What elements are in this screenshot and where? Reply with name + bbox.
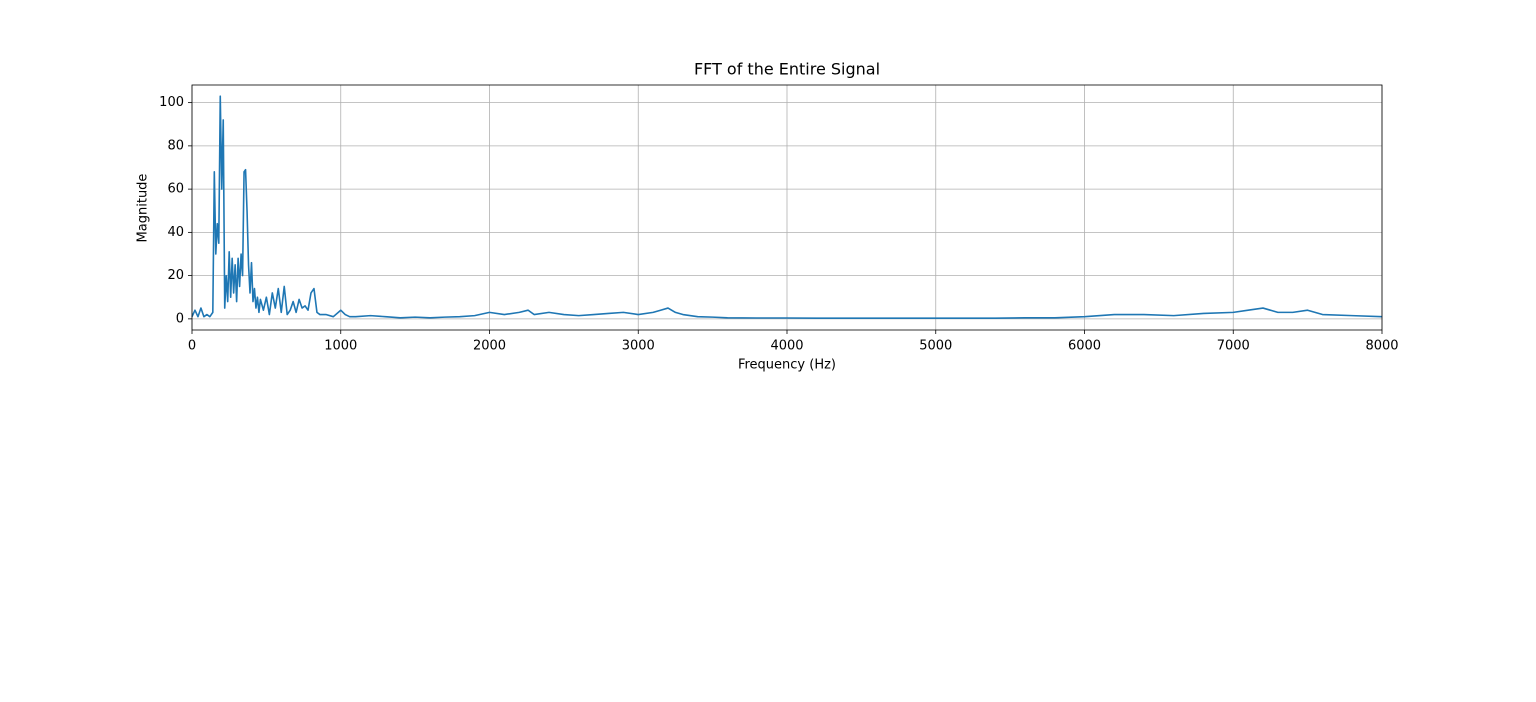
x-tick-label: 0 [188,339,196,354]
x-tick-label: 4000 [770,339,803,354]
x-tick-label: 1000 [324,339,357,354]
x-tick-label: 8000 [1365,339,1398,354]
y-tick-label: 80 [167,138,184,153]
x-tick-label: 6000 [1068,339,1101,354]
x-tick-label: 7000 [1217,339,1250,354]
y-axis-label: Magnitude [136,174,151,243]
y-tick-label: 60 [167,182,184,197]
y-tick-label: 20 [167,268,184,283]
plot-frame [191,84,1383,331]
x-tick-label: 5000 [919,339,952,354]
chart-title: FFT of the Entire Signal [694,60,880,79]
data-line [191,95,1383,320]
y-tick-label: 100 [159,95,184,110]
y-tick-label: 40 [167,225,184,240]
x-tick-label: 2000 [473,339,506,354]
y-tick-label: 0 [176,311,184,326]
x-tick-label: 3000 [622,339,655,354]
x-axis-label: Frequency (Hz) [738,358,836,373]
